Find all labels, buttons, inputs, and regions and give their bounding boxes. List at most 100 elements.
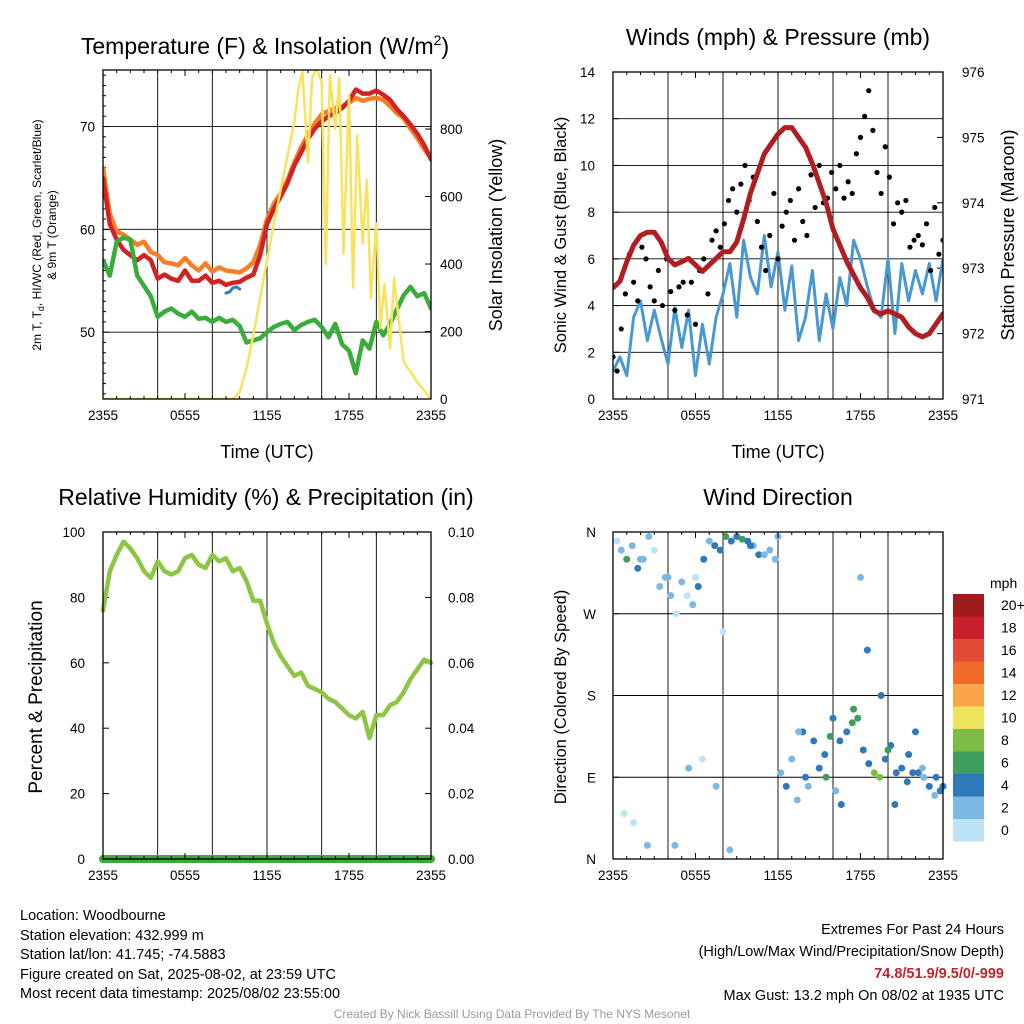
insolation-y-tick-label: 800 [440, 122, 463, 137]
gust-point [812, 204, 818, 211]
extremes-panel: Extremes For Past 24 Hours (High/Low/Max… [699, 919, 1004, 1007]
gust-point [932, 204, 938, 211]
direction-point [863, 646, 871, 654]
humidity-y-tick-label: 20 [70, 787, 85, 802]
direction-y-tick-label: W [583, 607, 596, 622]
direction-y-tick-label: N [586, 852, 596, 867]
gust-point [701, 256, 707, 262]
station-pressure-line [613, 125, 943, 340]
direction-point [705, 537, 713, 545]
gust-point [754, 218, 760, 225]
winds-x-tick-label: 1755 [845, 408, 875, 423]
insolation-y-tick-label: 0 [440, 392, 448, 407]
humidity-chart-title: Relative Humidity (%) & Precipitation (i… [58, 484, 473, 510]
temperature-x-axis-label: Time (UTC) [220, 442, 313, 462]
direction-point [909, 769, 917, 777]
direction-point [656, 583, 664, 590]
temperature-x-tick-label: 1755 [334, 408, 364, 423]
humidity-y-axis-label: Percent & Precipitation [26, 600, 47, 793]
humidity-x-tick-label: 1755 [334, 868, 364, 883]
winds-y-tick-label: 14 [580, 65, 596, 80]
speed-legend-swatch [953, 796, 984, 819]
direction-point [903, 778, 911, 786]
gust-point [709, 237, 715, 243]
pressure-y-tick-label: 971 [962, 392, 985, 407]
gust-point [890, 221, 897, 227]
direction-point [694, 583, 702, 590]
direction-x-tick-label: 1755 [845, 868, 875, 883]
gust-point [866, 88, 872, 94]
direction-point [683, 592, 691, 600]
direction-point [918, 764, 926, 772]
gust-point [672, 307, 678, 313]
direction-point [782, 782, 790, 790]
speed-legend-label: 12 [1001, 687, 1017, 703]
direction-point [815, 764, 823, 772]
gust-point [659, 302, 666, 309]
gust-point [862, 113, 868, 119]
extremes-values: 74.8/51.9/9.5/0/-999 [874, 966, 1004, 982]
speed-legend-label: 20+ [1001, 597, 1024, 613]
direction-point [777, 769, 785, 777]
direction-y-tick-label: E [587, 770, 596, 785]
ylabel-part: , HI/WC (Red, Green, Scarlet/Blue) [30, 119, 44, 306]
humidity-x-tick-label: 2355 [88, 868, 118, 883]
temperature-y-tick-label: 60 [80, 222, 95, 237]
insolation-y-tick-label: 200 [440, 325, 463, 340]
temperature-chart-title: Temperature (F) & Insolation (W/m2) [81, 32, 449, 59]
temperature-y-axis-label-line2: & 9m T (Orange) [45, 190, 59, 280]
title-superscript: 2 [434, 32, 442, 48]
direction-point [771, 555, 779, 563]
direction-point [689, 601, 697, 609]
direction-point [925, 782, 933, 790]
direction-point [850, 705, 858, 713]
gust-point [915, 232, 921, 239]
gust-point [614, 368, 620, 374]
gust-point [651, 298, 657, 304]
direction-point [727, 537, 735, 545]
gust-point [800, 218, 806, 225]
direction-point [898, 764, 906, 772]
temperature-series-red-line [103, 87, 431, 288]
precip-y-tick-label: 0.04 [448, 721, 475, 736]
gust-point [870, 127, 876, 133]
speed-legend-swatch [953, 706, 984, 729]
gust-point [763, 267, 769, 274]
gust-point [692, 321, 699, 327]
direction-point [892, 769, 900, 777]
direction-point [719, 628, 727, 636]
direction-point [645, 533, 653, 541]
direction-point [810, 737, 818, 745]
temperature-y-tick-label: 70 [80, 120, 95, 135]
direction-point [920, 773, 928, 781]
direction-point [685, 764, 693, 772]
direction-point [914, 769, 922, 777]
direction-point [843, 728, 851, 736]
direction-point [637, 555, 644, 563]
temperature-x-tick-label: 2355 [88, 408, 118, 423]
gust-point [742, 162, 748, 169]
gust-point [849, 190, 855, 197]
direction-point [931, 791, 939, 799]
winds-x-axis-label: Time (UTC) [731, 442, 824, 462]
direction-point [650, 546, 658, 554]
direction-point [692, 573, 699, 581]
direction-point [859, 746, 867, 754]
winds-chart: 0 2 4 6 8 10 12 14 971 972 973 974 975 976 2355 0555 115… [552, 24, 1018, 462]
gust-point [779, 223, 785, 229]
ylabel-part: 2m T, T [30, 310, 44, 350]
speed-legend-label: 18 [1001, 620, 1017, 636]
direction-point [716, 546, 724, 554]
direction-point [634, 564, 642, 572]
direction-point [876, 773, 884, 781]
humidity-y-tick-label: 40 [70, 721, 85, 736]
speed-legend-label: 14 [1001, 665, 1017, 681]
station-info: Location: Woodbourne Station elevation: … [20, 907, 340, 1005]
temperature-series-yellow-line [103, 70, 431, 399]
gust-point [734, 209, 740, 215]
speed-legend-swatch [953, 684, 984, 707]
gust-point [676, 284, 682, 290]
gust-point [713, 228, 719, 234]
gust-point [903, 197, 909, 204]
direction-point [802, 773, 809, 781]
